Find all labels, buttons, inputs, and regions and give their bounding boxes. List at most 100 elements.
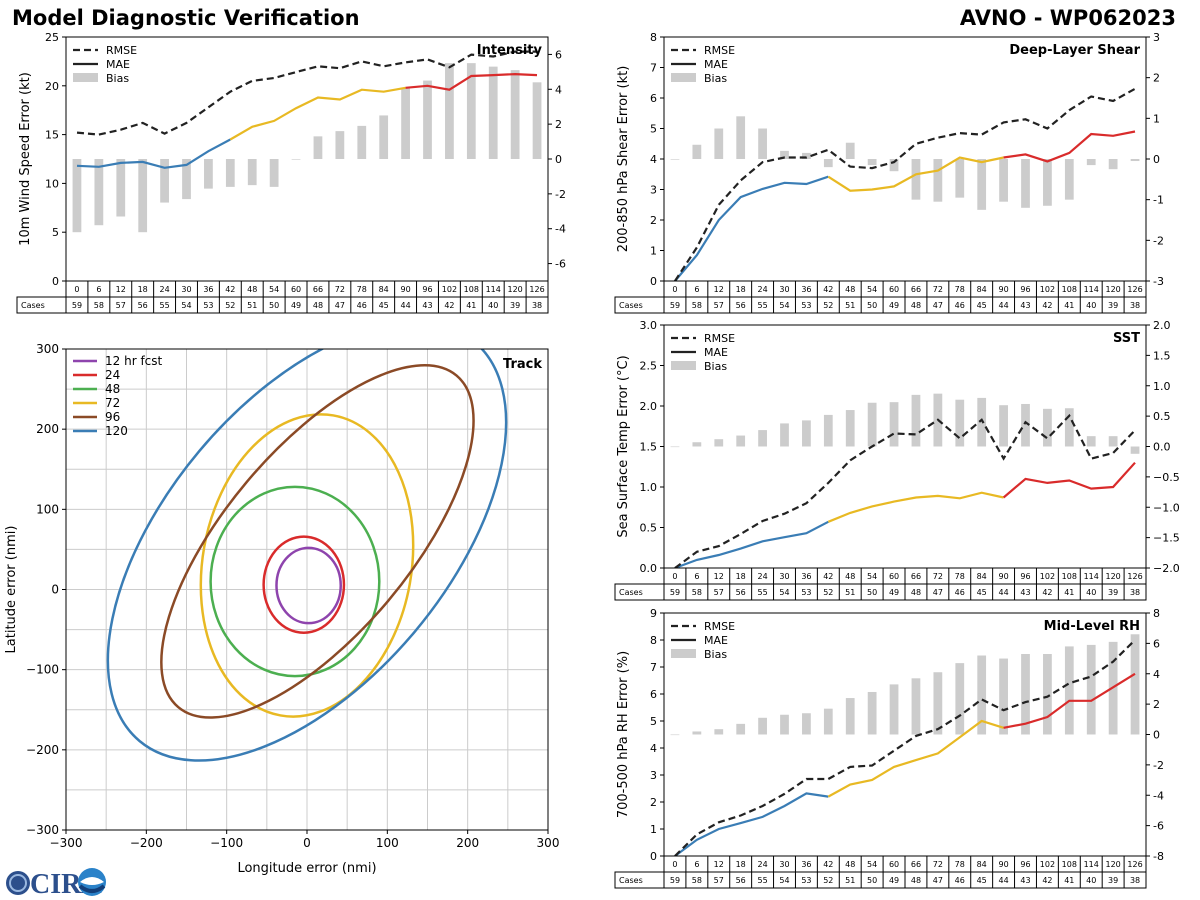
- rh-bias-bar-18: [1064, 646, 1074, 735]
- sst-lead-label: 108: [1062, 572, 1077, 581]
- sst-lead-label: 48: [845, 572, 855, 581]
- rh-y2tick-label: -8: [1153, 850, 1164, 863]
- shear-case-count: 48: [911, 301, 921, 310]
- rh-title: Mid-Level RH: [1044, 619, 1140, 634]
- intensity-bias-bar-10: [291, 159, 301, 160]
- rh-lead-label: 96: [1020, 860, 1030, 869]
- sst-lead-label: 78: [955, 572, 965, 581]
- shear-case-count: 43: [1020, 301, 1030, 310]
- rh-bias-bar-7: [823, 708, 833, 735]
- rh-legend-rmse: RMSE: [704, 620, 735, 633]
- rh-ytick-label: 6: [650, 688, 657, 701]
- intensity-y2tick-label: 6: [555, 48, 562, 61]
- sst-bias-bar-0: [670, 446, 680, 448]
- shear-lead-label: 60: [889, 285, 899, 294]
- sst-cases-label: Cases: [619, 588, 643, 597]
- shear-legend-bias-swatch: [671, 73, 696, 82]
- intensity-case-count: 41: [466, 301, 476, 310]
- rh-case-count: 47: [933, 876, 943, 885]
- shear-lead-label: 30: [779, 285, 789, 294]
- rh-ytick-label: 1: [650, 823, 657, 836]
- sst-bias-bar-7: [823, 414, 833, 447]
- intensity-bias-bar-8: [247, 159, 257, 186]
- shear-case-count: 45: [977, 301, 987, 310]
- sst-ytick-label: 1.0: [640, 481, 658, 494]
- sst-ytick-label: 0.0: [640, 562, 658, 575]
- intensity-lead-label: 18: [138, 285, 148, 294]
- sst-lead-label: 90: [998, 572, 1008, 581]
- track-ellipses: [106, 349, 508, 762]
- intensity-bias-bar-4: [160, 159, 169, 203]
- intensity-legend-bias: Bias: [106, 72, 129, 85]
- sst-case-count: 55: [757, 588, 767, 597]
- intensity-mae-line-2: [405, 72, 538, 91]
- track-legend-label-2: 48: [105, 382, 120, 396]
- intensity-bias-bar-17: [445, 63, 454, 160]
- sst-ytick-label: 2.0: [640, 400, 658, 413]
- intensity-cases-row: [16, 296, 549, 314]
- intensity-y2tick-label: 0: [555, 153, 562, 166]
- intensity-lead-label: 72: [335, 285, 345, 294]
- shear-case-count: 44: [998, 301, 1008, 310]
- rh-case-count: 39: [1108, 876, 1118, 885]
- sst-y2tick-label: 0.0: [1153, 441, 1171, 454]
- rh-case-count: 48: [911, 876, 921, 885]
- intensity-bias-bar-6: [204, 159, 213, 189]
- shear-title: Deep-Layer Shear: [1009, 43, 1140, 58]
- sst-lead-label: 18: [736, 572, 746, 581]
- shear-lead-label: 78: [955, 285, 965, 294]
- intensity-bias-bar-15: [401, 87, 410, 159]
- sst-case-count: 58: [692, 588, 702, 597]
- rh-cases-label: Cases: [619, 876, 643, 885]
- intensity-bias-bar-18: [466, 63, 476, 160]
- rh-ytick-label: 4: [650, 742, 657, 755]
- intensity-bias-bar-12: [335, 131, 345, 159]
- rh-case-count: 53: [801, 876, 811, 885]
- rh-lead-label: 30: [779, 860, 789, 869]
- shear-ytick-label: 3: [650, 184, 657, 197]
- sst-case-count: 51: [845, 588, 855, 597]
- track-ytick-label: 200: [36, 422, 59, 436]
- intensity-lead-label: 66: [313, 285, 323, 294]
- shear-bias-bar-4: [758, 128, 767, 159]
- shear-y2tick-label: 1: [1153, 112, 1160, 125]
- rh-bias-bar-10: [889, 684, 899, 735]
- track-ellipse-96: [160, 364, 475, 719]
- track-ellipse-12-hr-fcst: [275, 546, 342, 625]
- shear-y2tick-label: -2: [1153, 234, 1164, 247]
- sst-y2tick-label: −1.0: [1153, 501, 1180, 514]
- rh-rmse-line: [674, 639, 1136, 857]
- shear-lead-label: 0: [672, 285, 677, 294]
- intensity-legend-rmse: RMSE: [106, 44, 137, 57]
- shear-lead-label: 96: [1020, 285, 1030, 294]
- shear-bias-bar-5: [780, 150, 789, 159]
- shear-legend-bias: Bias: [704, 72, 727, 85]
- intensity-bias-bar-5: [182, 159, 191, 200]
- sst-y2tick-label: −1.5: [1153, 532, 1180, 545]
- shear-case-count: 52: [823, 301, 833, 310]
- shear-y2tick-label: 2: [1153, 72, 1160, 85]
- rh-lead-label: 18: [736, 860, 746, 869]
- shear-lead-label: 120: [1105, 285, 1120, 294]
- sst-lead-label: 0: [672, 572, 677, 581]
- sst-bias-bar-9: [867, 402, 877, 447]
- rh-bias-bar-16: [1021, 654, 1030, 735]
- track-title: Track: [503, 357, 542, 372]
- sst-case-count: 54: [779, 588, 789, 597]
- track-legend-label-1: 24: [105, 368, 120, 382]
- rh-case-count: 41: [1064, 876, 1074, 885]
- sst-legend-mae: MAE: [704, 346, 728, 359]
- shear-lead-label: 24: [757, 285, 767, 294]
- track-ytick-label: −300: [26, 823, 59, 837]
- intensity-lead-label: 12: [116, 285, 126, 294]
- shear-rmse-line: [674, 87, 1136, 282]
- sst-ytick-label: 1.5: [640, 441, 658, 454]
- rh-bias-bar-19: [1086, 644, 1096, 735]
- rh-case-count: 57: [714, 876, 724, 885]
- intensity-case-count: 48: [313, 301, 323, 310]
- track-legend-label-0: 12 hr fcst: [105, 354, 163, 368]
- shear-mae-line-1: [827, 156, 1004, 192]
- rh-lead-label: 6: [694, 860, 699, 869]
- track-xtick-label: 300: [537, 836, 560, 850]
- rh-case-count: 44: [998, 876, 1008, 885]
